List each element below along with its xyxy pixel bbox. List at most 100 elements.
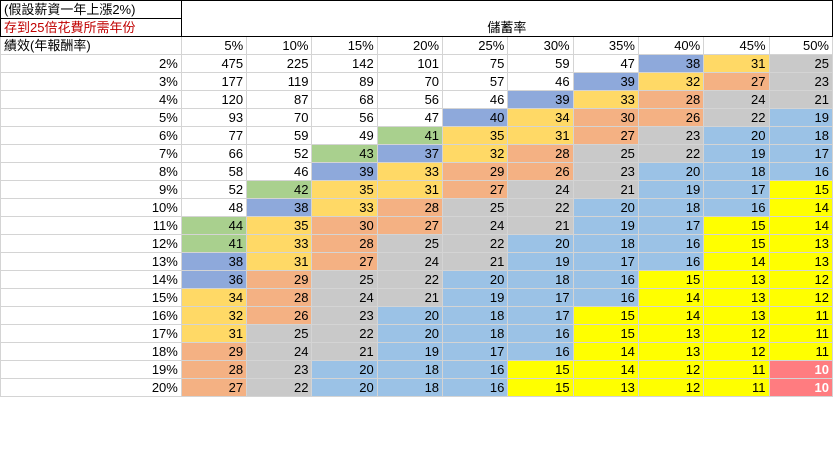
years-cell[interactable]: 16 bbox=[768, 162, 833, 181]
years-cell[interactable]: 20 bbox=[703, 126, 770, 145]
return-rate-label[interactable]: 16% bbox=[0, 306, 182, 325]
years-cell[interactable]: 16 bbox=[442, 360, 509, 379]
column-header-cell[interactable]: 30% bbox=[507, 36, 574, 55]
years-cell[interactable]: 13 bbox=[637, 324, 705, 343]
years-cell[interactable]: 20 bbox=[311, 378, 378, 397]
column-header-cell[interactable]: 35% bbox=[572, 36, 639, 55]
years-cell[interactable]: 13 bbox=[768, 252, 833, 271]
years-cell[interactable]: 29 bbox=[180, 342, 248, 361]
years-cell[interactable]: 18 bbox=[376, 378, 444, 397]
years-cell[interactable]: 57 bbox=[442, 72, 509, 91]
years-cell[interactable]: 32 bbox=[180, 306, 248, 325]
years-cell[interactable]: 25 bbox=[768, 54, 833, 73]
years-cell[interactable]: 56 bbox=[311, 108, 378, 127]
years-cell[interactable]: 26 bbox=[246, 306, 313, 325]
return-rate-label[interactable]: 17% bbox=[0, 324, 182, 343]
years-cell[interactable]: 16 bbox=[703, 198, 770, 217]
years-cell[interactable]: 22 bbox=[637, 144, 705, 163]
years-cell[interactable]: 17 bbox=[442, 342, 509, 361]
years-cell[interactable]: 35 bbox=[442, 126, 509, 145]
return-rate-label[interactable]: 8% bbox=[0, 162, 182, 181]
years-cell[interactable]: 24 bbox=[442, 216, 509, 235]
return-rate-label[interactable]: 13% bbox=[0, 252, 182, 271]
years-cell[interactable]: 25 bbox=[572, 144, 639, 163]
years-cell[interactable]: 22 bbox=[703, 108, 770, 127]
years-cell[interactable]: 52 bbox=[246, 144, 313, 163]
years-cell[interactable]: 21 bbox=[311, 342, 378, 361]
years-cell[interactable]: 19 bbox=[768, 108, 833, 127]
years-cell[interactable]: 13 bbox=[768, 234, 833, 253]
years-cell[interactable]: 12 bbox=[703, 324, 770, 343]
years-cell[interactable]: 32 bbox=[637, 72, 705, 91]
years-cell[interactable]: 46 bbox=[442, 90, 509, 109]
years-cell[interactable]: 12 bbox=[768, 288, 833, 307]
years-cell[interactable]: 59 bbox=[507, 54, 574, 73]
years-cell[interactable]: 27 bbox=[442, 180, 509, 199]
years-cell[interactable]: 18 bbox=[572, 234, 639, 253]
years-cell[interactable]: 33 bbox=[376, 162, 444, 181]
years-cell[interactable]: 19 bbox=[637, 180, 705, 199]
years-cell[interactable]: 17 bbox=[768, 144, 833, 163]
years-cell[interactable]: 11 bbox=[768, 306, 833, 325]
years-cell[interactable]: 20 bbox=[376, 324, 444, 343]
years-cell[interactable]: 12 bbox=[637, 378, 705, 397]
years-cell[interactable]: 25 bbox=[376, 234, 444, 253]
years-cell[interactable]: 31 bbox=[180, 324, 248, 343]
years-cell[interactable]: 30 bbox=[311, 216, 378, 235]
years-cell[interactable]: 30 bbox=[572, 108, 639, 127]
return-rate-label[interactable]: 10% bbox=[0, 198, 182, 217]
column-header-cell[interactable]: 15% bbox=[311, 36, 378, 55]
years-cell[interactable]: 10 bbox=[768, 360, 833, 379]
years-cell[interactable]: 14 bbox=[637, 288, 705, 307]
years-cell[interactable]: 52 bbox=[180, 180, 248, 199]
years-cell[interactable]: 24 bbox=[376, 252, 444, 271]
years-cell[interactable]: 25 bbox=[246, 324, 313, 343]
years-cell[interactable]: 68 bbox=[311, 90, 378, 109]
years-cell[interactable]: 38 bbox=[637, 54, 705, 73]
years-cell[interactable]: 177 bbox=[180, 72, 248, 91]
years-cell[interactable]: 18 bbox=[637, 198, 705, 217]
years-cell[interactable]: 49 bbox=[311, 126, 378, 145]
years-cell[interactable]: 39 bbox=[507, 90, 574, 109]
years-cell[interactable]: 16 bbox=[507, 342, 574, 361]
years-cell[interactable]: 14 bbox=[637, 306, 705, 325]
years-cell[interactable]: 46 bbox=[246, 162, 313, 181]
return-rate-label[interactable]: 9% bbox=[0, 180, 182, 199]
years-cell[interactable]: 38 bbox=[246, 198, 313, 217]
years-cell[interactable]: 22 bbox=[507, 198, 574, 217]
years-cell[interactable]: 14 bbox=[768, 216, 833, 235]
years-cell[interactable]: 15 bbox=[703, 234, 770, 253]
years-cell[interactable]: 21 bbox=[572, 180, 639, 199]
years-cell[interactable]: 70 bbox=[246, 108, 313, 127]
years-cell[interactable]: 16 bbox=[572, 270, 639, 289]
years-cell[interactable]: 18 bbox=[507, 270, 574, 289]
return-rate-label[interactable]: 11% bbox=[0, 216, 182, 235]
years-cell[interactable]: 19 bbox=[442, 288, 509, 307]
return-rate-label[interactable]: 12% bbox=[0, 234, 182, 253]
years-cell[interactable]: 19 bbox=[507, 252, 574, 271]
years-cell[interactable]: 12 bbox=[768, 270, 833, 289]
years-cell[interactable]: 20 bbox=[311, 360, 378, 379]
years-cell[interactable]: 89 bbox=[311, 72, 378, 91]
years-cell[interactable]: 15 bbox=[572, 324, 639, 343]
target-note[interactable]: 存到25倍花費所需年份 bbox=[0, 18, 182, 37]
years-cell[interactable]: 13 bbox=[703, 306, 770, 325]
years-cell[interactable]: 87 bbox=[246, 90, 313, 109]
years-cell[interactable]: 22 bbox=[246, 378, 313, 397]
years-cell[interactable]: 28 bbox=[180, 360, 248, 379]
years-cell[interactable]: 27 bbox=[376, 216, 444, 235]
years-cell[interactable]: 28 bbox=[246, 288, 313, 307]
years-cell[interactable]: 12 bbox=[637, 360, 705, 379]
years-cell[interactable]: 14 bbox=[703, 252, 770, 271]
years-cell[interactable]: 42 bbox=[246, 180, 313, 199]
years-cell[interactable]: 21 bbox=[507, 216, 574, 235]
years-cell[interactable]: 225 bbox=[246, 54, 313, 73]
return-rate-label[interactable]: 19% bbox=[0, 360, 182, 379]
years-cell[interactable]: 14 bbox=[572, 342, 639, 361]
return-rate-label[interactable]: 14% bbox=[0, 270, 182, 289]
years-cell[interactable]: 47 bbox=[572, 54, 639, 73]
years-cell[interactable]: 11 bbox=[703, 360, 770, 379]
years-cell[interactable]: 24 bbox=[507, 180, 574, 199]
column-header-cell[interactable]: 25% bbox=[442, 36, 509, 55]
years-cell[interactable]: 11 bbox=[768, 342, 833, 361]
